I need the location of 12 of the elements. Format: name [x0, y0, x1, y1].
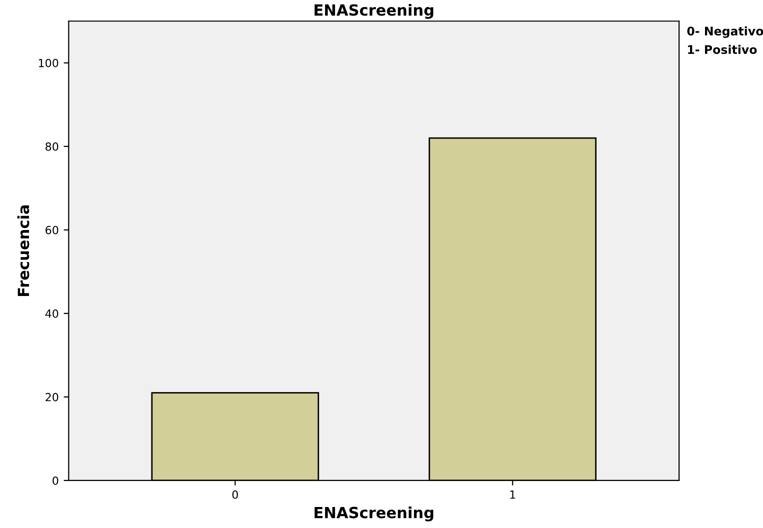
x-axis-title: ENAScreening: [314, 506, 434, 522]
y-tick-label: 40: [45, 309, 58, 318]
x-tick-label: 1: [510, 490, 516, 499]
chart-title: ENAScreening: [314, 4, 434, 19]
y-axis-title: Frecuencia: [17, 205, 30, 296]
text: 0- Negativo: [687, 26, 763, 38]
y-tick-label: 60: [46, 226, 58, 234]
y-tick-label: 100: [38, 58, 58, 68]
y-tick-label: 80: [46, 142, 58, 151]
y-tick-label: 20: [46, 392, 58, 402]
y-tick-label: 0: [52, 476, 58, 485]
text: 1- Positivo: [688, 44, 757, 54]
